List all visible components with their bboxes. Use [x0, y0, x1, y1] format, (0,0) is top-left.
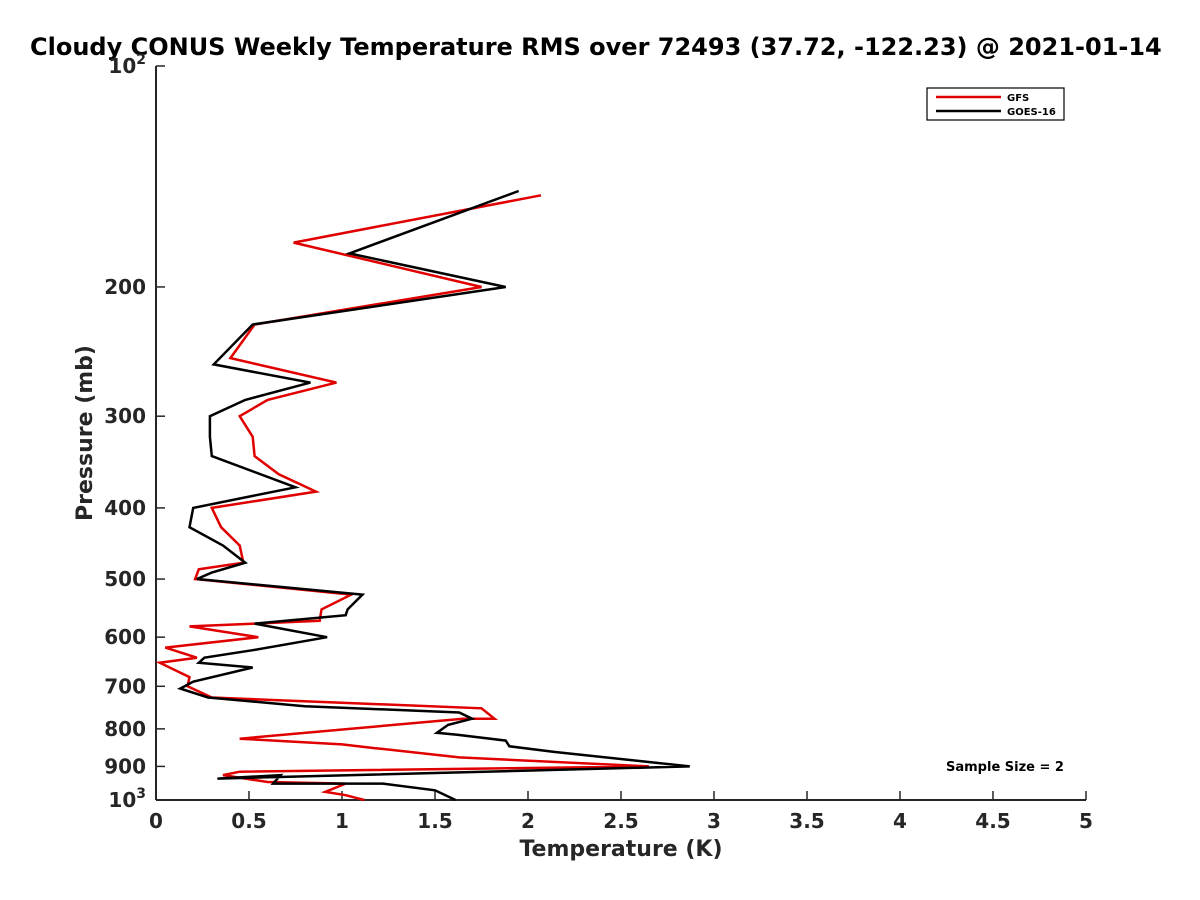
- y-tick-label: 200: [104, 275, 146, 299]
- x-axis-ticks: 0 0.5 1 1.5 2 2.5 3 3.5 4 4.5 5: [149, 791, 1093, 833]
- chart-title: Cloudy CONUS Weekly Temperature RMS over…: [30, 33, 1162, 61]
- y-tick-label-top: 102: [108, 52, 146, 78]
- y-tick-label: 400: [104, 496, 146, 520]
- x-tick-label: 2.5: [603, 809, 638, 833]
- legend: GFS GOES-16: [926, 87, 1065, 121]
- x-tick-label: 1: [335, 809, 349, 833]
- legend-box: [926, 87, 1065, 121]
- y-tick-label-bottom: 103: [108, 786, 146, 812]
- x-tick-label: 2: [521, 809, 535, 833]
- y-tick-label: 900: [104, 754, 146, 778]
- x-tick-label: 0: [149, 809, 163, 833]
- y-tick-label: 500: [104, 567, 146, 591]
- x-tick-label: 3.5: [789, 809, 824, 833]
- x-tick-label: 0.5: [231, 809, 266, 833]
- legend-label-goes16: GOES-16: [1007, 107, 1056, 118]
- series-line-goes16: [176, 189, 690, 802]
- x-tick-label: 3: [707, 809, 721, 833]
- y-tick-label: 700: [104, 674, 146, 698]
- x-tick-label: 4: [893, 809, 907, 833]
- series-layer: [155, 189, 690, 802]
- y-axis-label: Pressure (mb): [73, 345, 98, 521]
- x-tick-label: 4.5: [975, 809, 1010, 833]
- legend-label-gfs: GFS: [1007, 93, 1029, 104]
- series-line-gfs: [155, 194, 649, 802]
- y-tick-label: 600: [104, 625, 146, 649]
- y-axis-ticks: 200 300 400 500 600 700 800 900 102 103: [104, 52, 165, 812]
- x-tick-label: 1.5: [417, 809, 452, 833]
- x-tick-label: 5: [1079, 809, 1093, 833]
- y-tick-label: 800: [104, 717, 146, 741]
- sample-size-annotation: Sample Size = 2: [946, 760, 1064, 775]
- plot-area: [155, 66, 1086, 801]
- x-axis-label: Temperature (K): [519, 837, 722, 862]
- y-tick-label: 300: [104, 404, 146, 428]
